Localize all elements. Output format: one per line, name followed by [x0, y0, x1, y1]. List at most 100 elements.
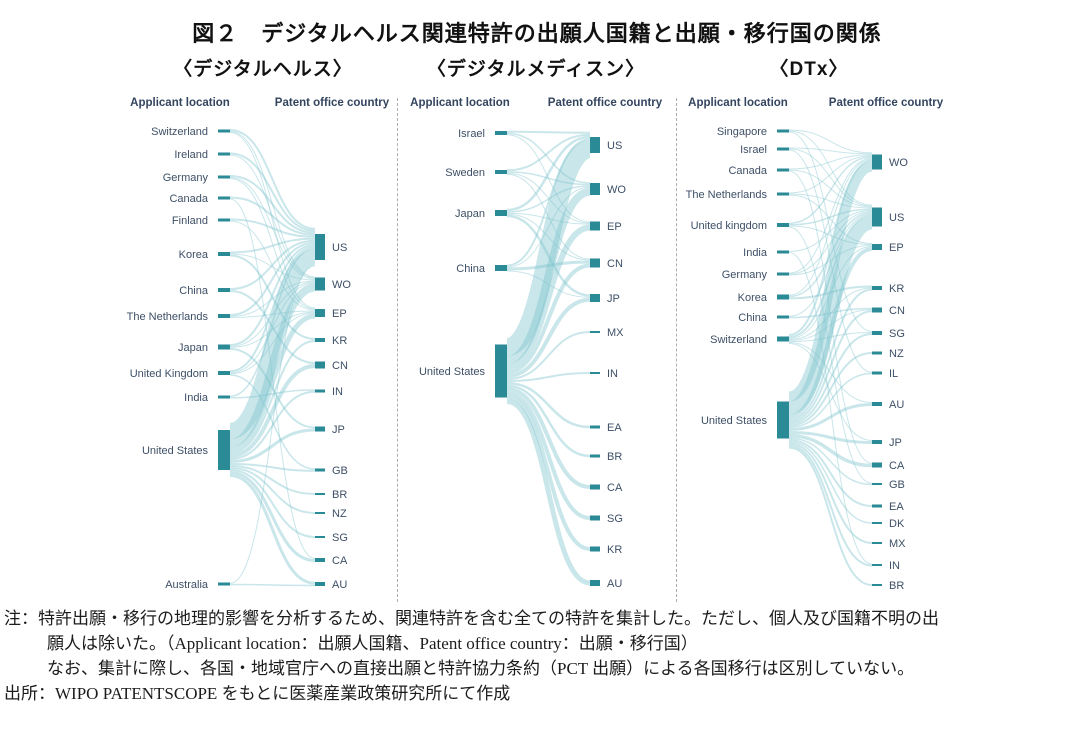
sankey-flow — [788, 441, 873, 524]
left-node-label: Canada — [728, 165, 767, 177]
sankey-flow — [788, 342, 873, 403]
right-node-label: JP — [889, 437, 902, 449]
sankey-flow — [788, 247, 873, 419]
sankey-flow — [788, 225, 873, 245]
right-node-label: DK — [889, 518, 905, 530]
sankey-flow — [788, 310, 873, 423]
right-node-label: CN — [607, 258, 623, 270]
right-node-label: KR — [889, 283, 904, 295]
left-column-header: Applicant location — [130, 97, 230, 109]
sankey-flow — [229, 152, 316, 232]
sankey-panel-dtx: Applicant location Patent office country… — [682, 95, 990, 607]
sankey-flow — [506, 372, 591, 382]
sankey-flow — [788, 155, 873, 194]
sankey-flow — [229, 364, 316, 458]
right-node-label: EP — [332, 308, 347, 320]
sankey-node-right — [315, 277, 325, 291]
sankey-flow — [506, 263, 591, 374]
panel-separator — [676, 98, 677, 602]
sankey-flow — [788, 287, 873, 340]
sankey-node-left — [218, 314, 230, 318]
sankey-flow — [229, 348, 316, 429]
left-column-header: Applicant location — [410, 97, 510, 109]
left-node-label: Sweden — [445, 167, 485, 179]
sankey-node-left — [218, 218, 230, 222]
panel-title-digital-health: 〈デジタルヘルス〉 — [173, 59, 353, 80]
sankey-flow — [506, 297, 591, 378]
right-node-label: CN — [889, 305, 905, 317]
sankey-flow — [229, 290, 316, 364]
right-node-label: BR — [889, 580, 904, 592]
sankey-flow — [229, 131, 316, 278]
sankey-flow — [229, 374, 316, 470]
left-node-label: Israel — [458, 128, 485, 140]
sankey-node-right — [872, 542, 882, 544]
right-node-label: CN — [332, 360, 348, 372]
sankey-flow — [788, 332, 873, 342]
sankey-flow — [229, 389, 316, 399]
sankey-flow — [229, 281, 316, 347]
sankey-flow — [506, 138, 591, 267]
sankey-node-left — [218, 395, 230, 399]
sankey-node-right — [872, 440, 882, 444]
sankey-flow — [506, 270, 591, 298]
sankey-flow — [229, 129, 316, 230]
sankey-flow — [229, 253, 316, 281]
sankey-flow — [506, 172, 591, 224]
sankey-flow — [229, 241, 316, 316]
sankey-flow — [788, 442, 873, 544]
sankey-flow — [229, 282, 316, 374]
left-column-header: Applicant location — [688, 97, 788, 109]
sankey-flow — [787, 161, 874, 402]
right-column-header: Patent office country — [828, 97, 944, 109]
left-node-label: Japan — [455, 208, 485, 220]
sankey-flow — [229, 178, 316, 310]
right-node-label: EA — [889, 501, 904, 513]
left-node-label: United States — [142, 445, 209, 457]
sankey-flow — [229, 467, 316, 514]
left-node-label: Switzerland — [151, 126, 208, 138]
panel-separator — [397, 98, 398, 602]
sankey-node-left — [218, 252, 230, 256]
right-node-label: KR — [332, 335, 347, 347]
right-node-label: NZ — [332, 508, 347, 520]
sankey-node-left — [495, 344, 507, 398]
sankey-flow — [229, 237, 316, 254]
sankey-flow — [788, 208, 873, 226]
left-node-label: Canada — [169, 193, 208, 205]
sankey-flow — [788, 333, 873, 425]
sankey-node-right — [872, 331, 882, 335]
sankey-flow — [788, 148, 873, 207]
sankey-flow — [506, 214, 591, 297]
left-node-label: The Netherlands — [127, 311, 209, 323]
sankey-node-left — [218, 196, 230, 200]
right-node-label: SG — [607, 513, 623, 525]
sankey-flow — [229, 196, 316, 236]
sankey-flow — [229, 239, 316, 290]
sankey-flow — [229, 245, 316, 373]
left-node-label: Germany — [163, 172, 209, 184]
sankey-flow — [229, 198, 316, 559]
sankey-flow — [229, 280, 316, 317]
sankey-flow — [788, 169, 873, 208]
sankey-flow — [229, 220, 316, 311]
sankey-flow — [229, 254, 316, 340]
sankey-node-right — [315, 558, 325, 562]
right-node-label: JP — [607, 293, 620, 305]
sankey-flow — [229, 243, 316, 346]
sankey-node-right — [590, 515, 600, 521]
figure-notes: 注：特許出願・移行の地理的影響を分析するため、関連特許を含む全ての特許を集計した… — [4, 606, 1070, 706]
sankey-panel-digital-medicine: Applicant location Patent office country… — [402, 95, 674, 607]
sankey-flow — [229, 465, 316, 495]
sankey-node-left — [777, 147, 789, 151]
sankey-flow — [504, 140, 593, 356]
sankey-flow — [788, 129, 873, 154]
sankey-flow — [788, 131, 873, 332]
sankey-flow — [788, 213, 873, 317]
sankey-flow — [788, 149, 873, 373]
sankey-flow — [788, 352, 873, 427]
sankey-node-left — [777, 336, 789, 342]
sankey-flow — [229, 428, 316, 463]
sankey-svg-dtx: Singapore Israel Canada The Netherlands Unit… — [686, 126, 909, 592]
sankey-svg-digital-medicine: Israel Sweden Japan China United States US WO E… — [419, 128, 626, 590]
